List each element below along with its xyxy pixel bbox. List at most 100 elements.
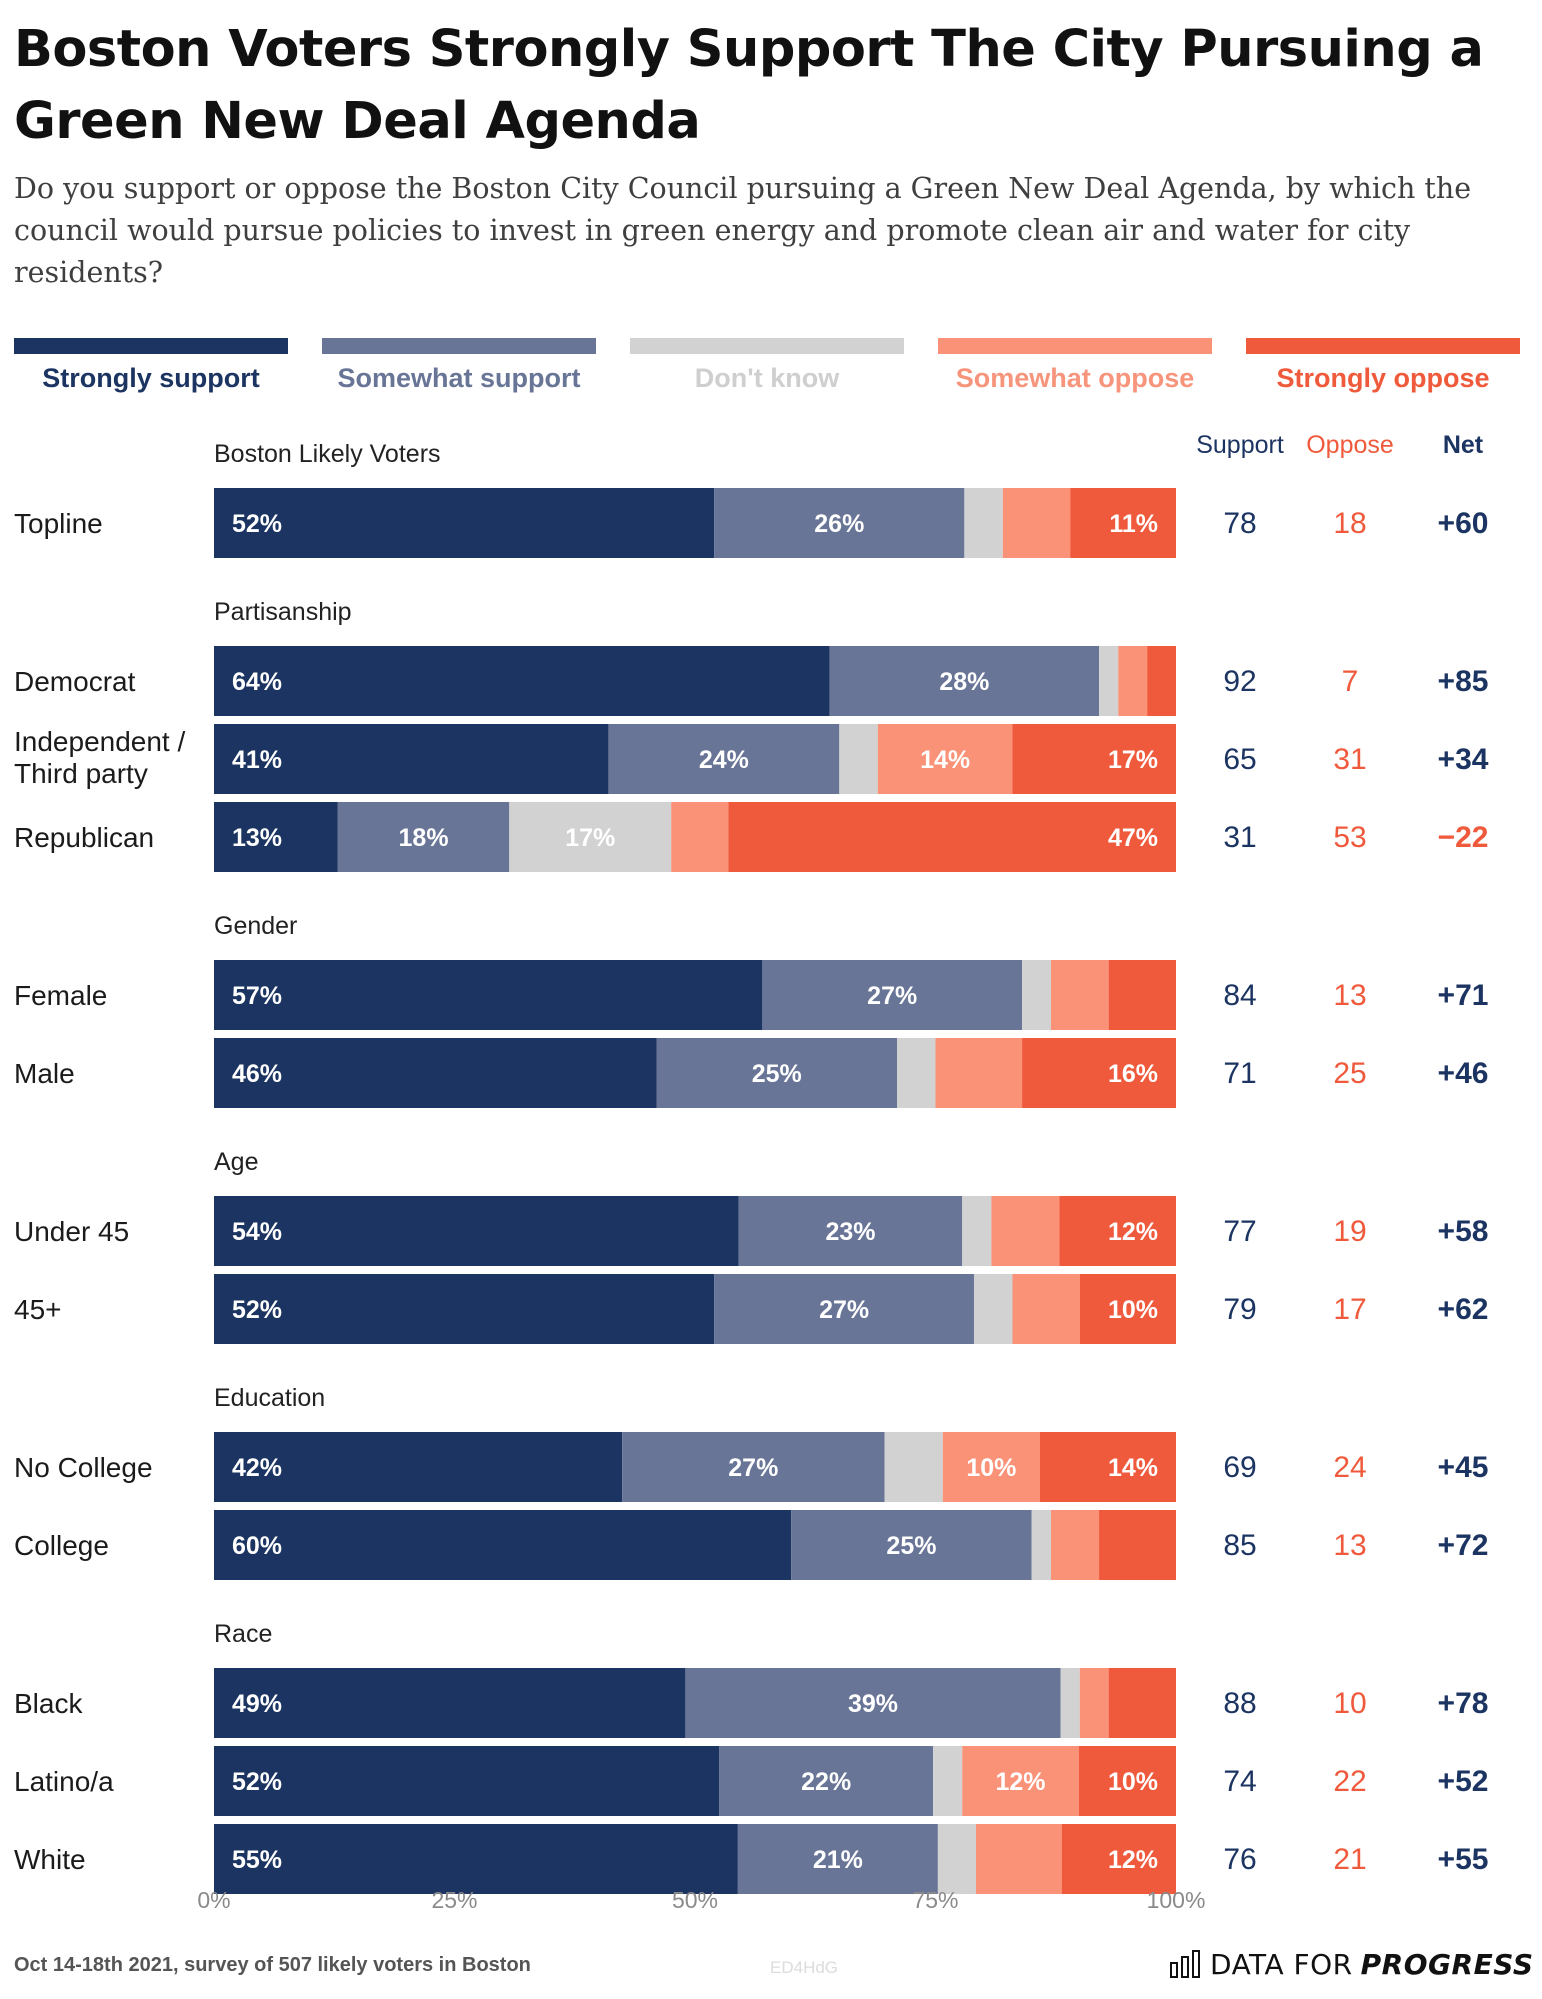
data-label: 60% xyxy=(232,1532,282,1560)
support-value: 78 xyxy=(1223,507,1256,540)
watermark: ED4HdG xyxy=(770,1958,839,1977)
x-tick-label: 75% xyxy=(912,1887,958,1913)
bar-segment xyxy=(719,1746,934,1816)
support-value: 77 xyxy=(1223,1215,1256,1248)
data-label: 24% xyxy=(699,746,749,774)
oppose-value: 13 xyxy=(1333,979,1366,1012)
row-label: White xyxy=(14,1844,86,1875)
bar-segment xyxy=(1099,646,1119,716)
data-label: 14% xyxy=(1108,1454,1158,1482)
row-label: 45+ xyxy=(14,1294,62,1325)
bar-segment xyxy=(1039,1432,1176,1502)
data-label: 41% xyxy=(232,746,282,774)
bar-segment xyxy=(214,1510,792,1580)
legend-strongly-support: Strongly support xyxy=(14,338,288,408)
bar-segment xyxy=(214,488,715,558)
bar-segment xyxy=(714,488,965,558)
oppose-value: 10 xyxy=(1333,1687,1366,1720)
net-value: +45 xyxy=(1438,1451,1489,1484)
data-label: 52% xyxy=(232,1768,282,1796)
support-value: 85 xyxy=(1223,1529,1256,1562)
oppose-value: 53 xyxy=(1333,821,1366,854)
row-label: Black xyxy=(14,1688,83,1719)
data-label: 17% xyxy=(565,824,615,852)
data-label: 25% xyxy=(886,1532,936,1560)
data-label: 57% xyxy=(232,982,282,1010)
bar-segment xyxy=(214,1668,686,1738)
row-label: Male xyxy=(14,1058,75,1089)
chart-title: Boston Voters Strongly Support The City … xyxy=(14,20,1484,151)
bar-segment xyxy=(1108,1668,1176,1738)
data-label: 42% xyxy=(232,1454,282,1482)
support-value: 65 xyxy=(1223,743,1256,776)
bar-segment xyxy=(1031,1510,1051,1580)
net-value: +55 xyxy=(1438,1843,1489,1876)
brand-name: DATA FOR PROGRESS xyxy=(1210,1948,1534,1981)
bar-segment xyxy=(935,1038,1023,1108)
data-label: 11% xyxy=(1109,510,1158,538)
bar-segment xyxy=(738,1196,963,1266)
bar-segment xyxy=(1079,1274,1176,1344)
bar-segment xyxy=(897,1038,936,1108)
bar-segment xyxy=(1061,1824,1176,1894)
legend-swatch xyxy=(322,338,596,354)
bar-segment xyxy=(1070,488,1176,558)
legend-somewhat-oppose: Somewhat oppose xyxy=(938,338,1212,408)
bar-segment xyxy=(1079,1668,1109,1738)
data-label: 46% xyxy=(232,1060,282,1088)
oppose-value: 22 xyxy=(1333,1765,1366,1798)
group-label: Race xyxy=(214,1620,272,1648)
bar-segment xyxy=(1078,1746,1176,1816)
bar-segment xyxy=(964,488,1003,558)
data-label: 16% xyxy=(1108,1060,1158,1088)
x-tick-label: 100% xyxy=(1147,1887,1206,1913)
row-label: Topline xyxy=(14,508,103,539)
bar-segment xyxy=(1002,488,1071,558)
survey-footnote: Oct 14-18th 2021, survey of 507 likely v… xyxy=(14,1954,531,1976)
bar-segment xyxy=(214,1274,715,1344)
row-label: No College xyxy=(14,1452,153,1483)
bar-segment xyxy=(962,1746,1079,1816)
bar-segment xyxy=(1012,724,1176,794)
data-label: 12% xyxy=(996,1768,1046,1796)
bar-segment xyxy=(737,1824,938,1894)
group-label: Age xyxy=(214,1148,258,1176)
data-label: 13% xyxy=(232,824,282,852)
oppose-value: 13 xyxy=(1333,1529,1366,1562)
bar-segment xyxy=(671,802,729,872)
bar-segment xyxy=(509,802,672,872)
data-label: 17% xyxy=(1108,746,1158,774)
legend-label: Strongly support xyxy=(42,363,260,393)
bar-segment xyxy=(991,1196,1060,1266)
bar-segment xyxy=(839,724,878,794)
net-value: +60 xyxy=(1438,507,1489,540)
bar-segment xyxy=(1022,960,1051,1030)
net-column-header: Net xyxy=(1443,431,1484,459)
group-label: Gender xyxy=(214,912,297,940)
data-label: 64% xyxy=(232,668,282,696)
support-column-header: Support xyxy=(1196,431,1284,459)
data-label: 47% xyxy=(1108,824,1158,852)
support-value: 71 xyxy=(1223,1057,1256,1090)
data-label: 14% xyxy=(920,746,970,774)
data-label: 12% xyxy=(1108,1218,1158,1246)
net-value: +58 xyxy=(1438,1215,1489,1248)
bar-segment xyxy=(214,802,338,872)
bar-segment xyxy=(1060,1668,1080,1738)
oppose-value: 7 xyxy=(1342,665,1359,698)
bar-segment xyxy=(214,1196,739,1266)
bar-segment xyxy=(728,802,1176,872)
data-label: 25% xyxy=(752,1060,802,1088)
net-value: +85 xyxy=(1438,665,1489,698)
bar-segment xyxy=(622,1432,885,1502)
legend-label: Somewhat oppose xyxy=(955,363,1195,393)
bar-segment xyxy=(337,802,510,872)
row-label: Democrat xyxy=(14,666,136,697)
legend-dont-know: Don't know xyxy=(630,338,904,408)
bar-segment xyxy=(214,1824,738,1894)
legend-swatch xyxy=(630,338,904,354)
support-value: 74 xyxy=(1223,1765,1256,1798)
support-value: 92 xyxy=(1223,665,1256,698)
data-label: 22% xyxy=(801,1768,851,1796)
